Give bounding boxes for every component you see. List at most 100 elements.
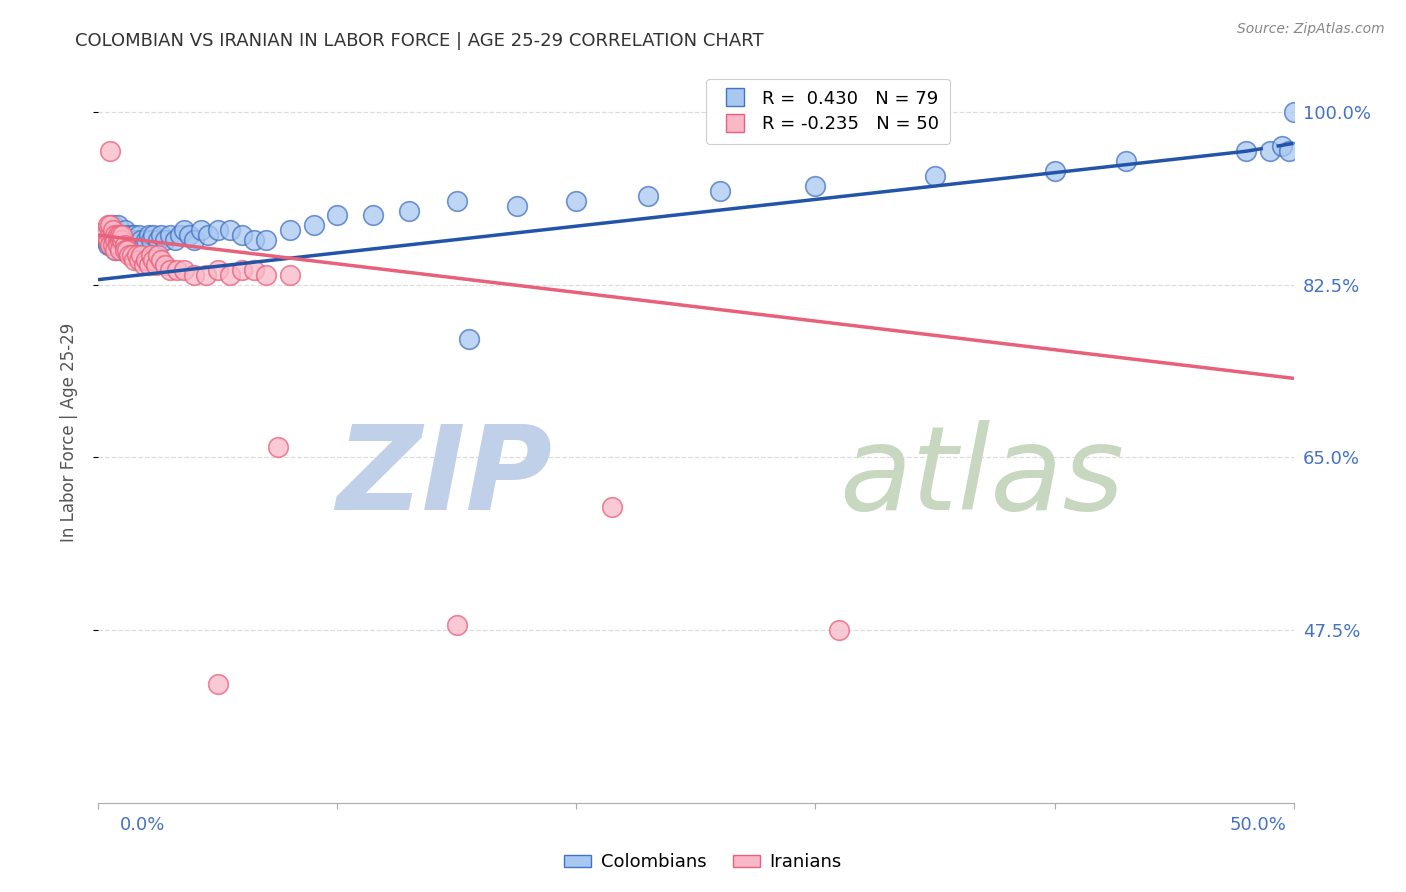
Point bbox=[121, 228, 143, 243]
Point bbox=[326, 209, 349, 223]
Point bbox=[97, 233, 120, 247]
Point bbox=[254, 268, 277, 282]
Point bbox=[173, 262, 195, 277]
Point bbox=[135, 252, 157, 267]
Point bbox=[195, 268, 218, 282]
Point bbox=[97, 238, 120, 252]
Point bbox=[97, 228, 120, 243]
Point bbox=[108, 233, 131, 247]
Point bbox=[1282, 104, 1305, 119]
Point bbox=[97, 233, 120, 247]
Point bbox=[104, 228, 127, 243]
Point bbox=[114, 238, 136, 252]
Point bbox=[183, 233, 205, 247]
Point bbox=[506, 198, 529, 212]
Point bbox=[207, 223, 229, 237]
Point bbox=[709, 184, 731, 198]
Point bbox=[107, 228, 129, 243]
Point bbox=[446, 618, 468, 632]
Point bbox=[278, 268, 301, 282]
Point bbox=[101, 238, 124, 252]
Point bbox=[458, 332, 481, 346]
Point bbox=[149, 252, 172, 267]
Point bbox=[107, 228, 129, 243]
Point bbox=[101, 233, 124, 247]
Point bbox=[104, 238, 127, 252]
Point bbox=[111, 233, 134, 247]
Point bbox=[602, 500, 624, 514]
Point bbox=[104, 243, 127, 257]
Point bbox=[115, 228, 138, 243]
Point bbox=[132, 238, 155, 252]
Point bbox=[108, 243, 131, 257]
Point bbox=[121, 233, 143, 247]
Point bbox=[219, 268, 242, 282]
Point bbox=[125, 248, 148, 262]
Point bbox=[231, 228, 253, 243]
Point bbox=[1258, 145, 1281, 159]
Point bbox=[1271, 139, 1294, 153]
Point bbox=[107, 233, 129, 247]
Point bbox=[98, 145, 122, 159]
Point bbox=[565, 194, 588, 208]
Point bbox=[139, 233, 162, 247]
Point bbox=[111, 233, 134, 247]
Point bbox=[145, 258, 167, 272]
Point bbox=[98, 238, 122, 252]
Point bbox=[173, 223, 195, 237]
Point bbox=[128, 228, 150, 243]
Legend: Colombians, Iranians: Colombians, Iranians bbox=[557, 847, 849, 879]
Y-axis label: In Labor Force | Age 25-29: In Labor Force | Age 25-29 bbox=[59, 323, 77, 542]
Point bbox=[219, 223, 242, 237]
Point bbox=[101, 219, 124, 233]
Text: 50.0%: 50.0% bbox=[1230, 816, 1286, 834]
Point bbox=[111, 238, 134, 252]
Point bbox=[111, 228, 134, 243]
Point bbox=[207, 262, 229, 277]
Point bbox=[183, 268, 205, 282]
Point bbox=[138, 258, 160, 272]
Point bbox=[1043, 164, 1066, 178]
Point bbox=[149, 228, 172, 243]
Point bbox=[924, 169, 946, 183]
Point bbox=[163, 233, 186, 247]
Point bbox=[267, 441, 290, 455]
Point bbox=[398, 203, 420, 218]
Point bbox=[108, 233, 131, 247]
Point bbox=[114, 233, 136, 247]
Point bbox=[207, 677, 229, 691]
Point bbox=[135, 233, 157, 247]
Point bbox=[104, 228, 127, 243]
Point bbox=[94, 223, 117, 237]
Point bbox=[179, 228, 201, 243]
Text: COLOMBIAN VS IRANIAN IN LABOR FORCE | AGE 25-29 CORRELATION CHART: COLOMBIAN VS IRANIAN IN LABOR FORCE | AG… bbox=[75, 32, 763, 50]
Point bbox=[142, 252, 165, 267]
Point bbox=[121, 248, 143, 262]
Point bbox=[804, 178, 827, 193]
Point bbox=[166, 262, 188, 277]
Text: ZIP: ZIP bbox=[336, 419, 553, 534]
Point bbox=[828, 623, 851, 637]
Point bbox=[363, 209, 385, 223]
Point bbox=[107, 233, 129, 247]
Point bbox=[159, 262, 181, 277]
Point bbox=[125, 233, 148, 247]
Point bbox=[142, 228, 165, 243]
Point bbox=[128, 252, 150, 267]
Point bbox=[108, 228, 131, 243]
Point bbox=[111, 228, 134, 243]
Point bbox=[124, 238, 146, 252]
Point bbox=[124, 252, 146, 267]
Point bbox=[637, 188, 659, 202]
Point bbox=[101, 228, 124, 243]
Point bbox=[118, 238, 141, 252]
Point bbox=[108, 243, 131, 257]
Point bbox=[107, 238, 129, 252]
Point bbox=[101, 223, 124, 237]
Point bbox=[115, 233, 138, 247]
Text: atlas: atlas bbox=[839, 420, 1125, 534]
Point bbox=[98, 228, 122, 243]
Point bbox=[101, 223, 124, 237]
Point bbox=[98, 219, 122, 233]
Point bbox=[148, 248, 170, 262]
